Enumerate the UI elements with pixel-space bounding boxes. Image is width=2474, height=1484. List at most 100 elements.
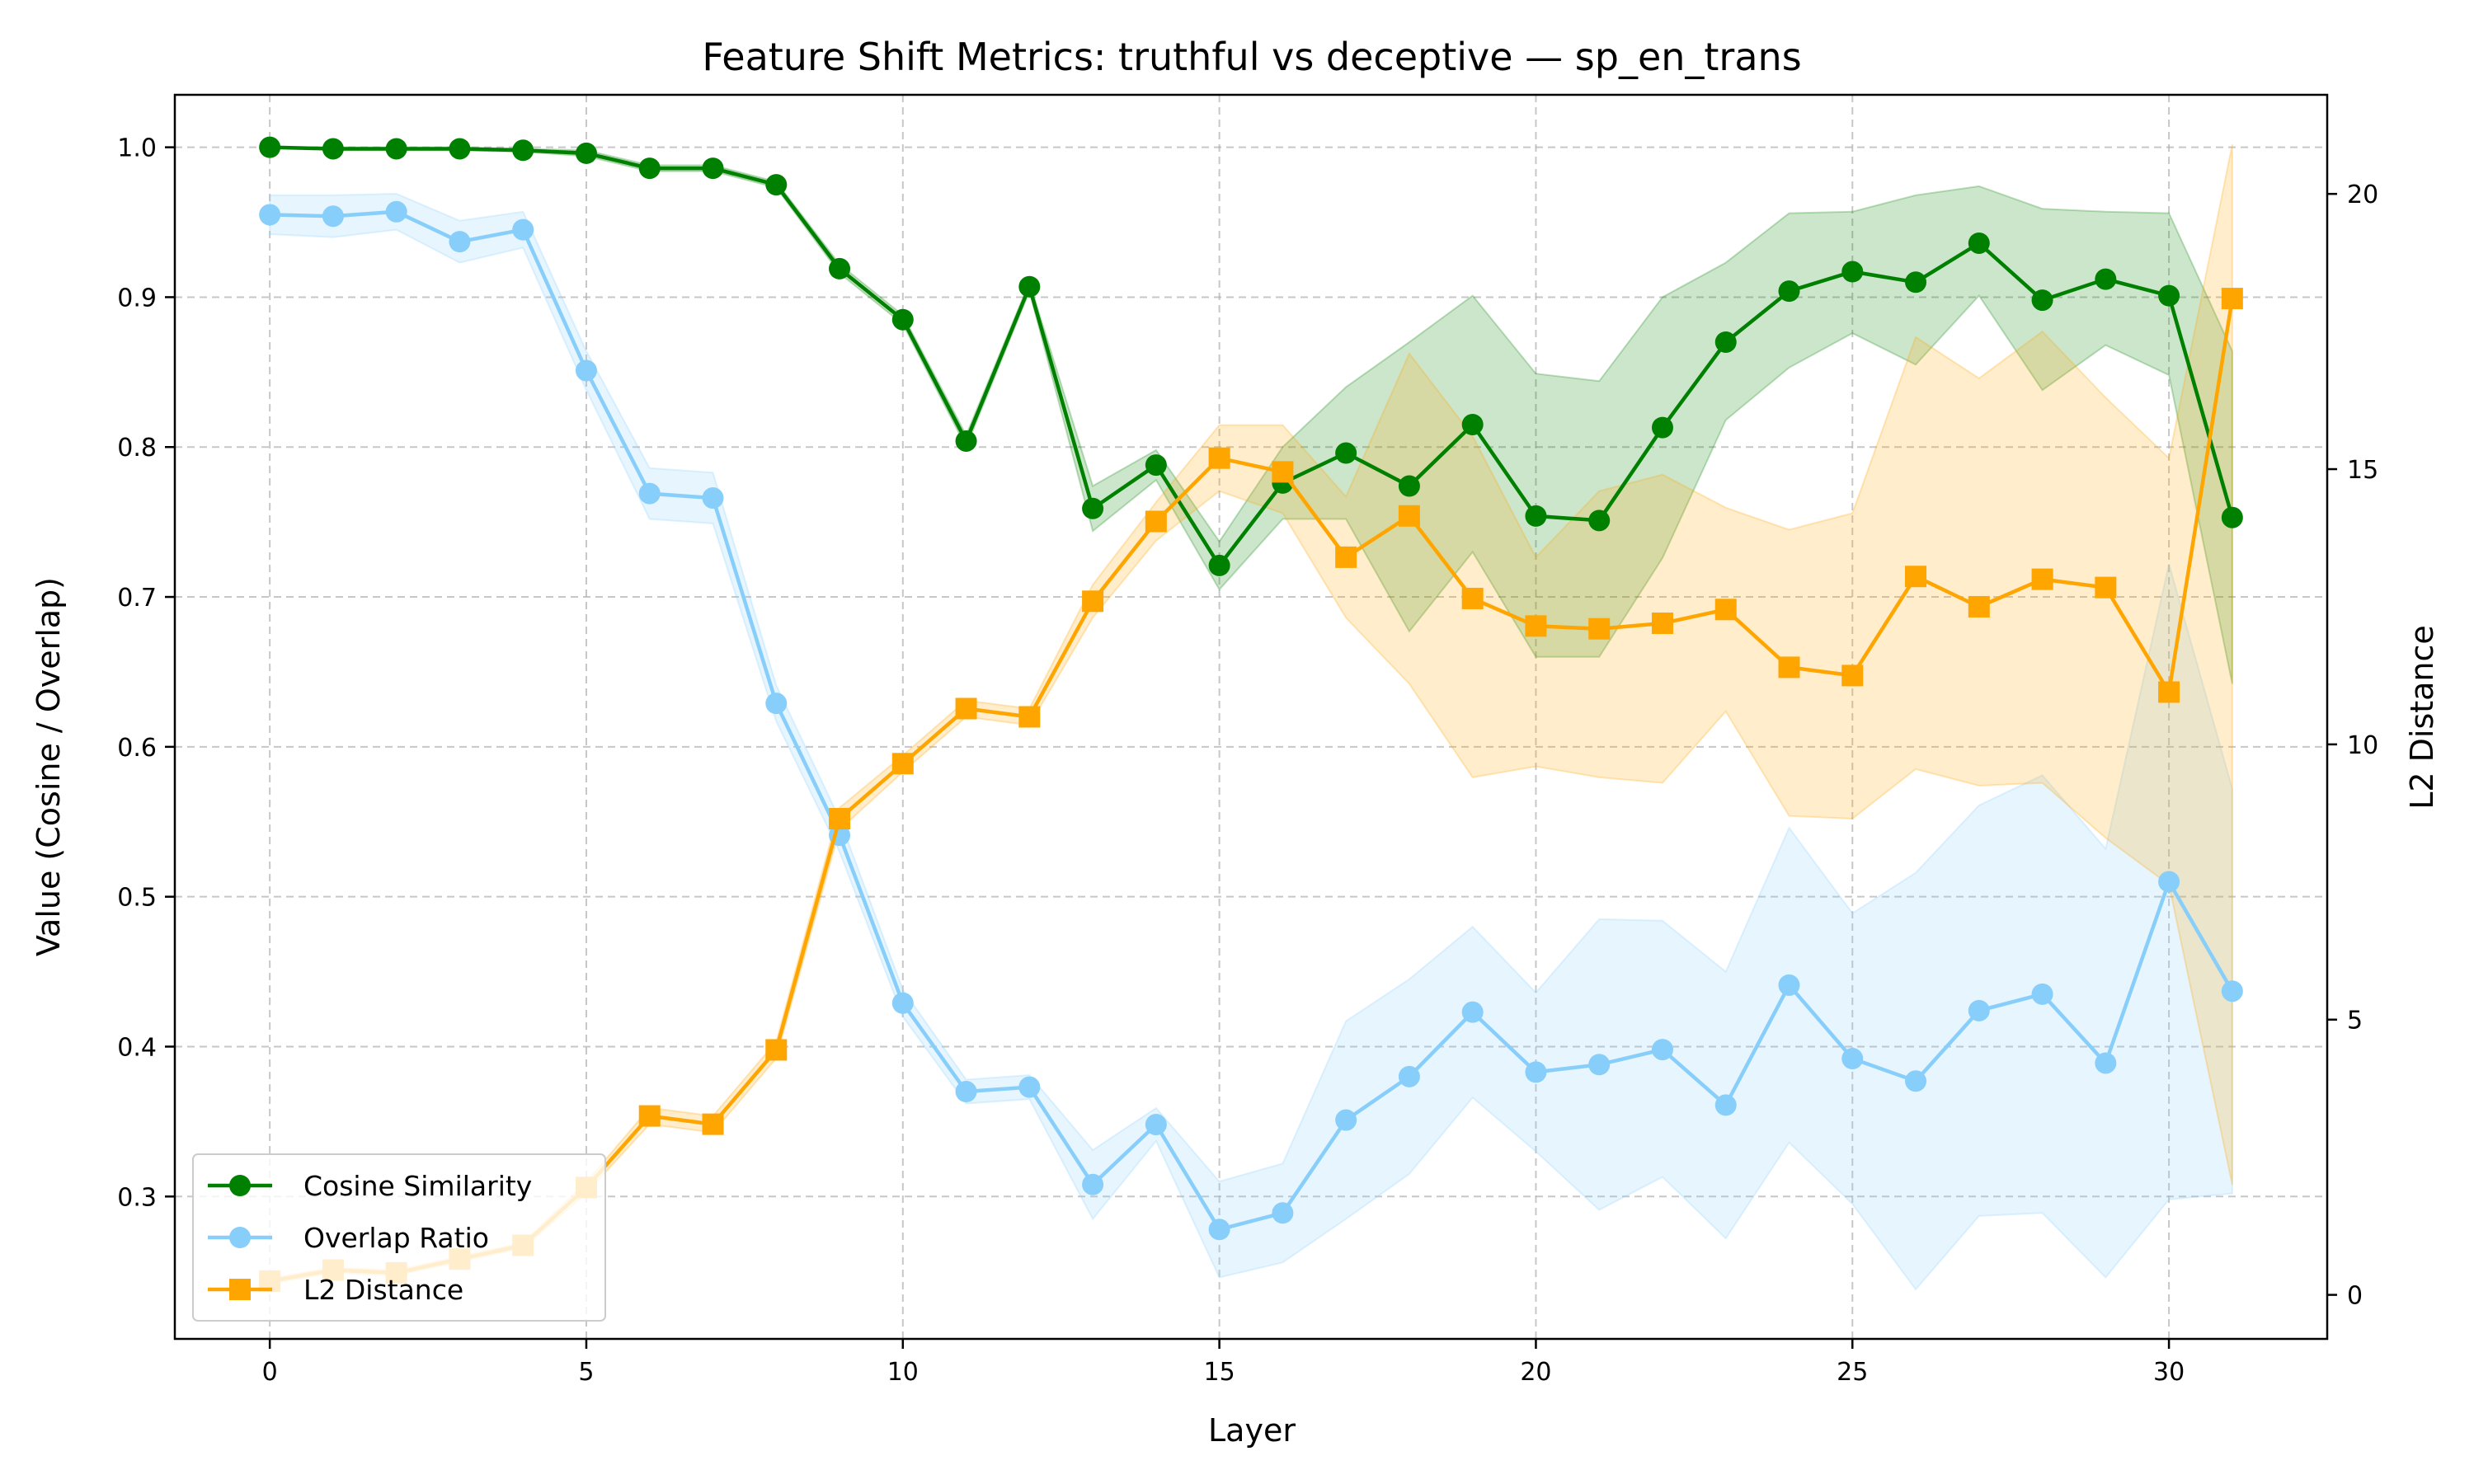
y-tick-label-left: 0.8 (117, 434, 157, 463)
data-point (2221, 506, 2243, 528)
legend-box (192, 1153, 606, 1322)
x-tick-label: 0 (262, 1358, 278, 1387)
data-point (765, 1039, 788, 1061)
y-tick-label-left: 0.3 (117, 1183, 157, 1212)
data-point (1018, 706, 1041, 728)
y-tick-label-left: 0.6 (117, 734, 157, 763)
data-point (2095, 268, 2117, 290)
legend-marker (229, 1227, 251, 1248)
legend-marker (229, 1175, 251, 1196)
data-point (1905, 566, 1927, 588)
data-point (1714, 1094, 1737, 1116)
data-point (1778, 280, 1800, 303)
data-point (1461, 413, 1484, 435)
y-axis-label-left: Value (Cosine / Overlap) (31, 577, 67, 956)
data-point (1841, 1048, 1864, 1070)
data-point (1208, 1219, 1230, 1241)
data-point (1272, 461, 1294, 483)
confidence-band (269, 192, 2233, 1291)
data-point (638, 1105, 661, 1127)
data-point (955, 1081, 977, 1103)
chart-title: Feature Shift Metrics: truthful vs decep… (702, 35, 1801, 79)
y-tick-label-right: 0 (2347, 1282, 2363, 1311)
data-point (1335, 1109, 1357, 1131)
x-tick-label: 5 (578, 1358, 594, 1387)
data-point (891, 992, 914, 1014)
y-tick-label-right: 15 (2347, 456, 2378, 485)
data-point (2221, 980, 2243, 1003)
data-point (512, 139, 534, 162)
legend-label: L2 Distance (303, 1274, 463, 1306)
data-point (1841, 261, 1864, 283)
data-point (1905, 1070, 1927, 1092)
data-point (1588, 618, 1611, 640)
data-point (322, 205, 344, 228)
y-tick-label-left: 0.7 (117, 584, 157, 613)
y-tick-label-left: 0.5 (117, 884, 157, 913)
data-point (575, 359, 597, 382)
data-point (1525, 615, 1547, 637)
data-point (259, 136, 281, 158)
data-point (1778, 656, 1800, 679)
data-point (2158, 681, 2180, 703)
data-point (1525, 1061, 1547, 1083)
data-point (1461, 587, 1484, 609)
data-point (1082, 1173, 1104, 1195)
data-point (1398, 1065, 1420, 1087)
data-point (1651, 612, 1673, 634)
data-point (1335, 546, 1357, 568)
data-point (322, 138, 344, 160)
x-axis-label: Layer (1208, 1412, 1296, 1449)
legend: Cosine Similarity Overlap Ratio L2 Distanc… (192, 1153, 606, 1322)
data-point (575, 142, 597, 164)
data-point (1018, 275, 1041, 298)
y-tick-label-left: 0.9 (117, 284, 157, 312)
data-point (1145, 1114, 1167, 1136)
data-point (829, 257, 851, 279)
data-point (1651, 1039, 1673, 1061)
data-point (638, 482, 661, 505)
data-point (259, 204, 281, 226)
x-tick-label: 20 (1520, 1358, 1551, 1387)
data-point (1398, 475, 1420, 497)
y-tick-label-right: 5 (2347, 1007, 2363, 1036)
data-point (1968, 999, 1990, 1021)
data-point (2221, 288, 2243, 310)
data-point (1968, 232, 1990, 254)
data-point (385, 138, 407, 160)
data-point (2031, 568, 2053, 590)
data-point (1145, 454, 1167, 477)
data-point (1588, 1054, 1611, 1076)
legend-marker (229, 1279, 251, 1300)
data-point (1082, 590, 1104, 613)
legend-label: Overlap Ratio (303, 1222, 489, 1254)
data-point (955, 697, 977, 720)
data-point (1588, 510, 1611, 532)
bands-group (269, 143, 2233, 1291)
plot-area: 0 5 10 15 20 25 30 0.3 0.4 0.5 0.6 0.7 0.8 0.9 1.0 0 5 10… (117, 93, 2378, 1387)
data-point (1018, 1076, 1041, 1098)
data-point (702, 1113, 724, 1135)
data-point (891, 308, 914, 331)
data-point (449, 138, 471, 160)
data-point (1145, 510, 1167, 533)
data-point (2031, 983, 2053, 1005)
data-point (1272, 1202, 1294, 1224)
data-point (1714, 331, 1737, 353)
y-tick-label-left: 1.0 (117, 134, 157, 163)
data-point (1905, 271, 1927, 294)
data-point (2095, 576, 2117, 599)
data-point (449, 231, 471, 253)
data-point (1208, 447, 1230, 469)
data-point (2158, 284, 2180, 307)
data-point (2158, 871, 2180, 893)
x-tick-label: 30 (2153, 1358, 2185, 1387)
x-tick-label: 25 (1837, 1358, 1868, 1387)
data-point (765, 693, 788, 715)
x-tick-label: 15 (1204, 1358, 1235, 1387)
data-point (1461, 1001, 1484, 1023)
data-point (512, 218, 534, 241)
data-point (1335, 442, 1357, 464)
data-point (2095, 1052, 2117, 1074)
data-point (702, 157, 724, 180)
